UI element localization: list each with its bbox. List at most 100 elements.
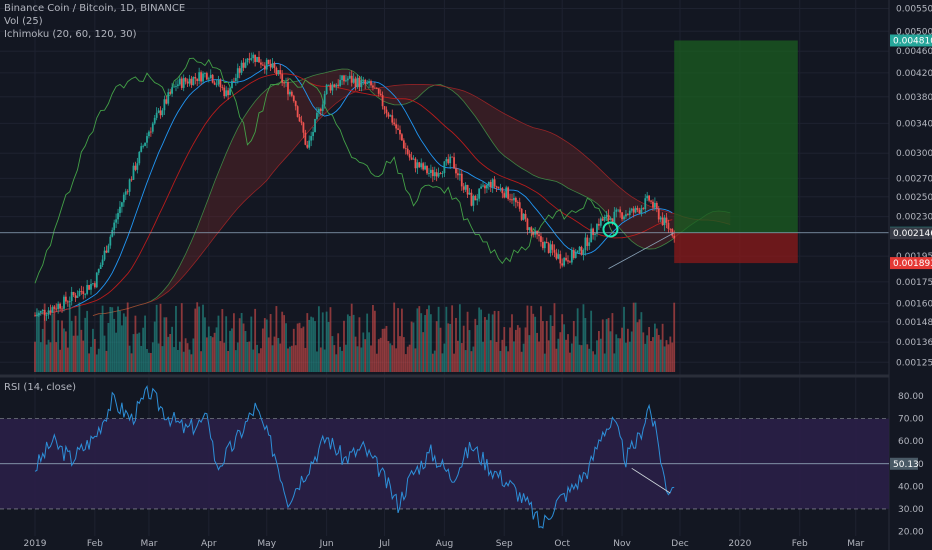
volume-bar — [325, 311, 328, 372]
volume-bar — [476, 325, 479, 372]
volume-bar — [231, 328, 233, 372]
volume-bar — [163, 317, 166, 372]
ichimoku-cloud-fill — [92, 68, 731, 316]
volume-bar — [638, 319, 641, 372]
candle-body — [113, 222, 116, 230]
volume-bar — [92, 328, 94, 372]
volume-bar — [39, 342, 42, 372]
volume-bar — [267, 337, 270, 372]
volume-bar — [285, 323, 287, 372]
candle-body — [485, 185, 488, 189]
candle-body — [84, 293, 87, 295]
volume-bar — [333, 345, 336, 372]
volume-bar — [505, 346, 508, 372]
volume-bar — [277, 337, 280, 372]
volume-bar — [468, 330, 471, 372]
volume-bar — [101, 305, 104, 372]
support-trendline — [608, 232, 675, 270]
volume-bar — [410, 321, 413, 372]
volume-bar — [346, 314, 349, 372]
candle-body — [68, 301, 71, 303]
volume-bar — [68, 303, 71, 372]
volume-bar — [640, 312, 643, 372]
candle-body — [140, 146, 143, 152]
candle-body — [621, 212, 623, 220]
volume-bar — [549, 315, 552, 372]
volume-bar — [188, 349, 191, 372]
volume-bar — [121, 325, 123, 372]
candle-body — [551, 244, 554, 250]
time-tick-label: Feb — [792, 539, 808, 549]
candle-body — [312, 132, 314, 137]
candle-body — [78, 290, 81, 297]
volume-bar — [169, 334, 172, 372]
volume-bar — [590, 310, 593, 372]
candle-body — [652, 201, 654, 208]
price-tick-label: 0.0014800 — [896, 318, 932, 328]
volume-bar — [491, 314, 494, 372]
candle-body — [107, 245, 110, 253]
volume-bar — [159, 303, 162, 372]
volume-bar — [215, 327, 218, 372]
volume-bar — [642, 332, 645, 372]
candle-body — [250, 58, 253, 60]
volume-bar — [312, 317, 314, 372]
volume-bar — [61, 320, 63, 372]
highlight-circle — [602, 221, 619, 238]
candle-body — [115, 219, 118, 223]
candle-body — [574, 252, 577, 258]
candle-body — [609, 218, 612, 220]
candle-body — [103, 250, 106, 260]
volume-bar — [300, 328, 303, 372]
candle-body — [343, 75, 345, 82]
volume-bar — [507, 351, 510, 372]
volume-bar — [198, 306, 201, 372]
volume-bar — [570, 343, 573, 372]
volume-bar — [404, 354, 407, 372]
candle-body — [287, 82, 289, 95]
candle-body — [358, 77, 361, 88]
candle-body — [601, 218, 604, 221]
candle-body — [389, 115, 392, 117]
candle-body — [215, 84, 218, 86]
volume-bar — [385, 325, 388, 372]
rsi-tick-label: 30.00 — [898, 505, 924, 515]
volume-bar — [248, 341, 251, 372]
volume-bar — [47, 339, 50, 372]
volume-bar — [337, 333, 340, 372]
candle-body — [484, 185, 486, 189]
volume-bar — [596, 340, 598, 372]
volume-bar — [555, 348, 558, 372]
candle-body — [397, 128, 399, 130]
volume-bar — [495, 341, 498, 372]
candle-body — [368, 81, 370, 84]
candle-body — [321, 104, 324, 111]
candle-body — [518, 202, 521, 209]
volume-bar — [223, 342, 226, 372]
volume-bar — [64, 331, 67, 372]
volume-bar — [553, 303, 556, 372]
volume-bar — [130, 353, 133, 372]
volume-bar — [117, 306, 119, 372]
volume-bar — [204, 317, 206, 372]
candle-body — [406, 148, 409, 155]
volume-bar — [292, 328, 295, 372]
candle-body — [528, 227, 531, 231]
candle-body — [617, 209, 620, 211]
candle-body — [567, 260, 569, 262]
volume-bar — [605, 319, 608, 372]
volume-bar — [420, 313, 423, 372]
volume-bar — [105, 350, 108, 372]
volume-bar — [304, 347, 307, 372]
volume-bar — [219, 341, 222, 372]
candle-body — [443, 161, 446, 173]
volume-bar — [281, 311, 284, 372]
volume-bar — [626, 328, 629, 372]
candle-body — [238, 68, 241, 73]
candle-body — [372, 85, 374, 88]
candle-body — [221, 87, 224, 88]
candle-body — [576, 250, 579, 253]
volume-bar — [532, 313, 535, 372]
